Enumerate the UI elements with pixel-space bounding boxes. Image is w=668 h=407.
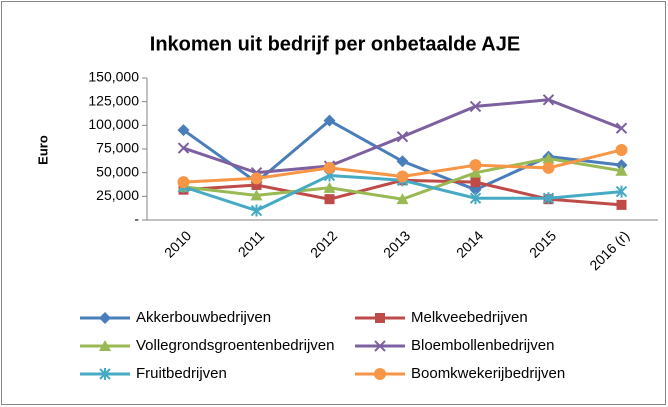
point (616, 199, 627, 210)
point (615, 122, 628, 134)
legend-label: Bloembollenbedrijven (411, 337, 554, 354)
point (177, 124, 190, 137)
point (250, 172, 263, 185)
point (396, 130, 409, 143)
point (615, 185, 628, 198)
legend-label: Boomkwekerijbedrijven (411, 365, 565, 382)
point (542, 94, 555, 106)
point (177, 142, 190, 154)
point (396, 170, 409, 183)
legend-label: Fruitbedrijven (136, 365, 227, 382)
y-tick-label: - (134, 211, 139, 227)
point (615, 164, 628, 176)
point (323, 181, 336, 193)
legend-label: Melkveebedrijven (411, 309, 528, 326)
chart-title: Inkomen uit bedrijf per onbetaalde AJE (150, 33, 520, 55)
point (396, 155, 409, 168)
point (323, 161, 336, 174)
point (177, 176, 190, 189)
legend-label: Akkerbouwbedrijven (136, 309, 271, 326)
point (250, 189, 263, 201)
legend-marker (374, 340, 386, 352)
point (542, 161, 555, 174)
point (469, 159, 482, 172)
legend-label: Vollegrondsgroentenbedrijven (136, 337, 334, 354)
point (323, 114, 336, 127)
legend-marker (99, 312, 111, 324)
y-tick-label: 150,000 (88, 69, 139, 85)
legend-marker (99, 340, 111, 351)
point (542, 192, 555, 205)
legend-marker (99, 368, 111, 380)
point (469, 192, 482, 205)
y-tick-label: 50,000 (96, 163, 139, 179)
y-tick-label: 125,000 (88, 92, 139, 108)
y-tick-label: 25,000 (96, 187, 139, 203)
point (469, 100, 482, 113)
y-tick-label: 100,000 (88, 116, 139, 132)
point (542, 152, 555, 164)
point (250, 204, 263, 217)
point (396, 193, 409, 205)
point (615, 143, 628, 156)
legend-marker (374, 368, 386, 380)
legend-marker (375, 313, 385, 323)
y-axis-label: Euro (35, 135, 50, 165)
point (324, 194, 335, 205)
point (469, 166, 482, 178)
point (251, 179, 262, 190)
y-tick-label: 75,000 (96, 140, 139, 156)
point (470, 177, 481, 188)
